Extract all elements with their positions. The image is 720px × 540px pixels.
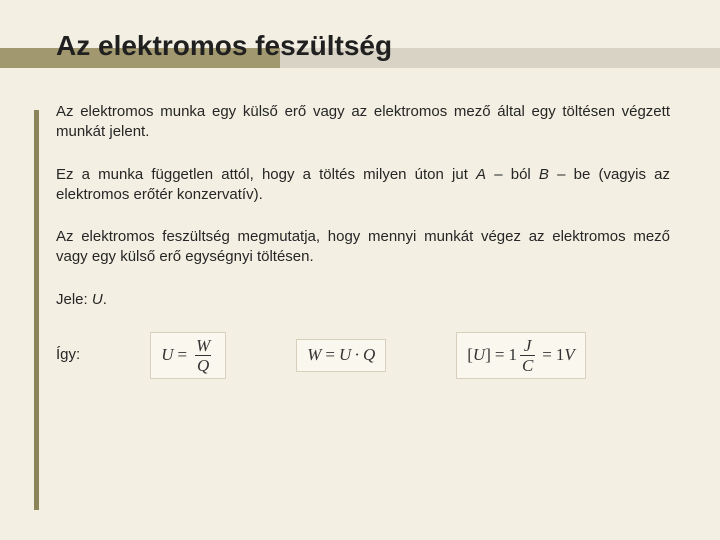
slide: Az elektromos feszültség Az elektromos m… [0,0,720,540]
f2-rhs-b: Q [363,344,375,367]
content: Az elektromos munka egy külső erő vagy a… [56,102,670,379]
p2-italic-2: B [539,166,549,183]
p2-text-b: – ból [486,166,539,183]
f3-var: U [473,344,485,367]
f2-rhs-a: U [339,344,351,367]
title-block: Az elektromos feszültség [56,30,670,62]
left-accent-bar [34,110,39,510]
f1-eq: = [177,344,187,367]
f3-den: C [520,355,535,374]
page-title: Az elektromos feszültség [56,30,670,62]
f1-num: W [194,337,212,355]
f3-one2: 1 [556,344,565,367]
f3-unit: V [564,344,574,367]
f1-fraction: W Q [194,337,212,374]
p4-italic: U [92,291,103,308]
f1-lhs: U [161,344,173,367]
f1-den: Q [195,355,211,374]
f2-eq: = [325,344,335,367]
f3-one: 1 [508,344,517,367]
f3-fraction: J C [520,337,535,374]
formula-1: U = W Q [150,332,226,379]
formula-label: Így: [56,345,80,365]
p2-text-a: Ez a munka független attól, hogy a tölté… [56,166,476,183]
formula-2: W = U · Q [296,339,386,372]
f3-eq: = [495,344,505,367]
paragraph-2: Ez a munka független attól, hogy a tölté… [56,165,670,206]
p4-text-b: . [103,291,107,308]
f3-num: J [522,337,534,355]
formula-3: [U] = 1 J C = 1V [456,332,586,379]
formula-row: Így: U = W Q W = U · Q [U] = 1 [56,332,670,379]
f2-lhs: W [307,344,321,367]
f3-rb: ] [485,344,491,367]
paragraph-4: Jele: U. [56,290,670,310]
paragraph-3: Az elektromos feszültség megmutatja, hog… [56,227,670,268]
f3-eq2: = [542,344,552,367]
f2-dot: · [354,344,360,367]
p2-italic-1: A [476,166,486,183]
p4-text-a: Jele: [56,291,92,308]
paragraph-1: Az elektromos munka egy külső erő vagy a… [56,102,670,143]
